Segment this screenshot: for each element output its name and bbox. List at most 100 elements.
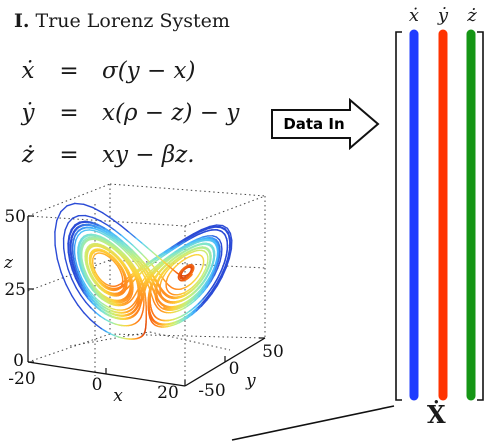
trajectory-segment (198, 291, 204, 298)
trajectory-segment (103, 234, 111, 239)
z-tick-50: 50 (4, 207, 26, 227)
trajectory-segment (206, 280, 212, 288)
trajectory-segment (122, 255, 128, 260)
y-tick-neg50: -50 (198, 381, 225, 401)
trajectory-segment (122, 248, 128, 254)
trajectory-segment (217, 256, 221, 265)
trajectory-segment (93, 230, 101, 234)
trajectory-segment (132, 244, 139, 251)
trajectory-segment (190, 310, 198, 316)
equation-rhs: xy − βz. (102, 142, 195, 168)
trajectory-segment (99, 315, 106, 320)
trajectory-segment (224, 227, 230, 234)
trajectory-segment (99, 308, 105, 313)
trajectory-segment (138, 260, 143, 266)
trajectory-segment (193, 303, 200, 309)
trajectory-segment (77, 241, 81, 249)
trajectory-segment (109, 242, 115, 247)
trajectory-segment (111, 247, 117, 252)
trajectory-segment (147, 247, 154, 254)
trajectory-segment (84, 229, 91, 232)
trajectory-segment (118, 242, 125, 249)
trajectory-segment (80, 246, 83, 252)
trajectory-segment (210, 274, 216, 282)
trajectory-segment (216, 270, 222, 281)
trajectory-segment (92, 284, 97, 290)
trajectory-segment (98, 225, 107, 230)
trajectory-segment (127, 245, 134, 252)
trajectory-segment (100, 327, 107, 333)
trajectory-segment (91, 222, 100, 227)
trajectory-segment (72, 262, 77, 273)
trajectory-segment (84, 214, 94, 219)
trajectory-segment (93, 300, 99, 306)
trajectory-segment (197, 290, 203, 297)
section-number: I. (14, 10, 30, 32)
trajectory-segment (178, 244, 186, 250)
trajectory-segment (74, 229, 80, 235)
trajectory-segment (191, 290, 197, 296)
trajectory-segment (185, 244, 193, 249)
trajectory-segment (182, 235, 193, 242)
trajectory-segment (97, 304, 103, 309)
trajectory-segment (199, 278, 204, 284)
trajectory-segment (95, 323, 102, 330)
z-axis-label: z (3, 253, 14, 273)
trajectory-segment (92, 234, 98, 237)
trajectory-segment (74, 275, 80, 285)
equation-rhs: x(ρ − z) − y (102, 100, 240, 126)
trajectory-segment (200, 299, 208, 307)
trajectory-segment (85, 221, 94, 224)
trajectory-segment (200, 286, 207, 293)
matrix-right-bracket (477, 31, 484, 401)
trajectory-segment (226, 227, 232, 235)
trajectory-segment (79, 247, 82, 254)
trajectory-segment (94, 311, 102, 317)
trajectory-segment (215, 224, 224, 227)
trajectory-segment (72, 259, 77, 269)
trajectory-segment (94, 289, 100, 295)
trajectory-segment (119, 252, 125, 257)
trajectory-segment (95, 305, 101, 311)
trajectory-segment (187, 249, 193, 253)
trajectory-segment (80, 229, 86, 233)
trajectory-segment (189, 297, 195, 302)
trajectory-segment (102, 231, 110, 237)
trajectory-segment (221, 224, 229, 229)
trajectory-segment (177, 237, 187, 244)
trajectory-segment (65, 283, 73, 297)
trajectory-segment (225, 257, 231, 269)
trajectory-segment (220, 243, 223, 250)
trajectory-segment (212, 281, 219, 291)
trajectory-segment (189, 298, 195, 303)
plot-ticks (28, 215, 265, 386)
trajectory-segment (135, 256, 140, 262)
trajectory-segment (211, 284, 219, 295)
trajectory-segment (229, 232, 233, 242)
trajectory-segment (176, 250, 183, 255)
trajectory-segment (81, 261, 85, 269)
trajectory-segment (165, 249, 173, 255)
trajectory-segment (186, 301, 192, 306)
trajectory-segment (131, 254, 136, 260)
x-tick-0: 0 (92, 375, 103, 395)
trajectory-segment (197, 298, 204, 305)
trajectory-segment (74, 257, 78, 267)
z-tick-0: 0 (13, 351, 24, 371)
trajectory-segment (105, 239, 111, 244)
trajectory-segment (197, 284, 203, 290)
trajectory-segment (109, 333, 116, 337)
trajectory-segment (219, 225, 226, 230)
trajectory-segment (75, 222, 82, 226)
trajectory-segment (77, 227, 84, 232)
arrow-label: Data In (283, 115, 344, 133)
trajectory-segment (79, 256, 82, 264)
trajectory-segment (73, 251, 76, 260)
trajectory-segment (95, 226, 103, 231)
x-tick-20: 20 (157, 383, 179, 403)
trajectory-segment (132, 259, 138, 265)
trajectory-segment (82, 203, 94, 209)
trajectory-segment (88, 229, 96, 232)
trajectory-segment (173, 254, 180, 259)
trajectory-segment (67, 268, 73, 280)
